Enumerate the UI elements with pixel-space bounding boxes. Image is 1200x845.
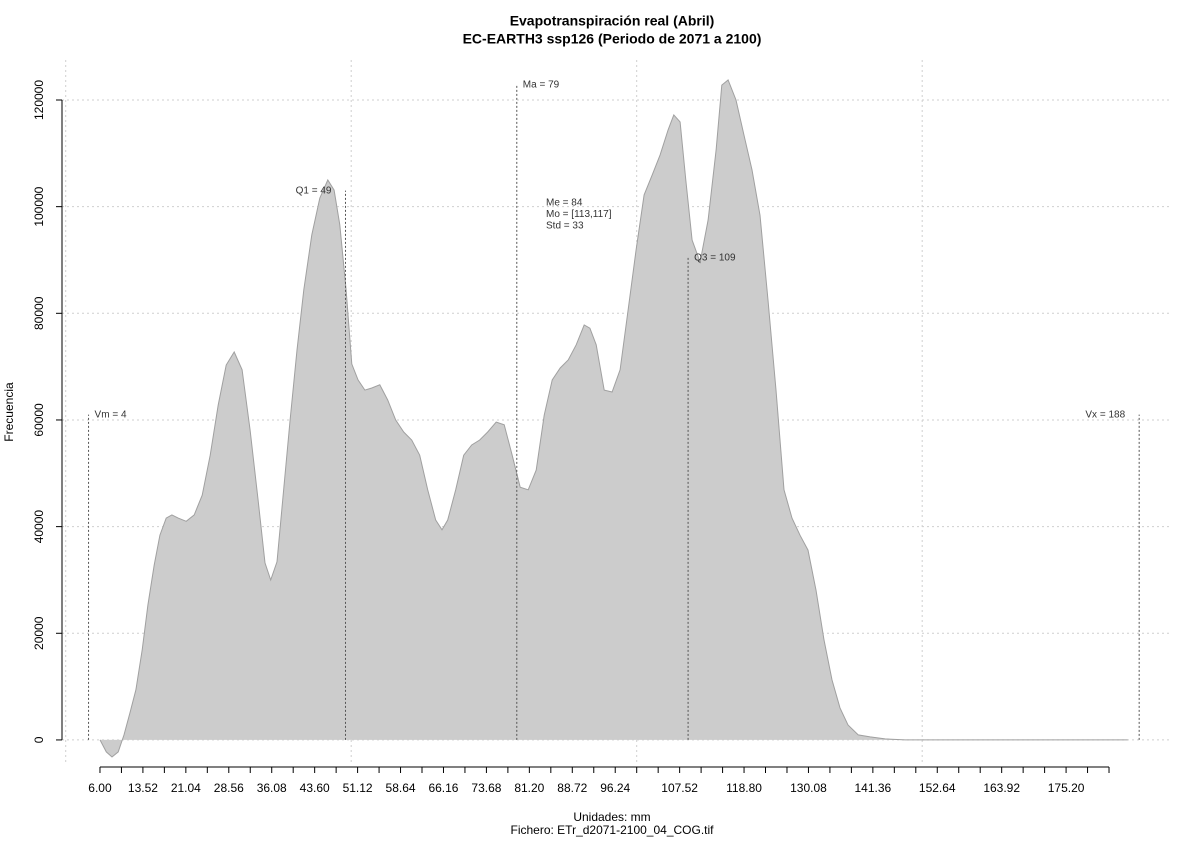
y-tick-label: 20000 xyxy=(32,616,46,650)
x-tick-label: 107.52 xyxy=(661,781,698,795)
x-tick-label: 118.80 xyxy=(726,781,762,795)
x-tick-label: 130.08 xyxy=(790,781,827,795)
marker-label: Q1 = 49 xyxy=(296,185,332,196)
marker-label: Vx = 188 xyxy=(1085,409,1125,420)
chart-subtitle: EC-EARTH3 ssp126 (Periodo de 2071 a 2100… xyxy=(463,31,762,47)
y-tick-label: 100000 xyxy=(32,186,46,226)
x-tick-label: 13.52 xyxy=(128,781,158,795)
x-tick-label: 81.20 xyxy=(514,781,544,795)
x-tick-label: 152.64 xyxy=(919,781,956,795)
x-tick-label: 175.20 xyxy=(1048,781,1085,795)
density-area xyxy=(100,80,1128,757)
x-tick-label: 96.24 xyxy=(600,781,630,795)
x-axis-label: Unidades: mm xyxy=(573,810,650,824)
marker-label: Q3 = 109 xyxy=(694,252,736,263)
x-tick-label: 141.36 xyxy=(855,781,892,795)
marker-label: Vm = 4 xyxy=(95,409,127,420)
marker-label: Ma = 79 xyxy=(523,80,560,91)
x-tick-label: 21.04 xyxy=(171,781,201,795)
y-axis-label: Frecuencia xyxy=(2,382,16,442)
stats-text: Mo = [113,117] xyxy=(546,209,612,220)
y-tick-label: 120000 xyxy=(32,80,46,120)
x-tick-label: 51.12 xyxy=(343,781,373,795)
x-tick-label: 58.64 xyxy=(386,781,416,795)
x-tick-label: 43.60 xyxy=(300,781,330,795)
x-tick-label: 6.00 xyxy=(88,781,112,795)
x-tick-label: 163.92 xyxy=(983,781,1020,795)
y-tick-label: 80000 xyxy=(32,296,46,330)
x-tick-label: 88.72 xyxy=(557,781,587,795)
y-tick-label: 40000 xyxy=(32,510,46,544)
x-tick-label: 36.08 xyxy=(257,781,287,795)
stats-text: Std = 33 xyxy=(546,221,584,232)
stats-text: Me = 84 xyxy=(546,198,583,209)
chart-title: Evapotranspiración real (Abril) xyxy=(510,13,715,29)
y-tick-label: 0 xyxy=(32,736,46,743)
density-line xyxy=(99,79,1128,758)
y-tick-label: 60000 xyxy=(32,403,46,437)
x-tick-label: 28.56 xyxy=(214,781,244,795)
footer: Fichero: ETr_d2071-2100_04_COG.tif xyxy=(511,823,715,837)
x-tick-label: 66.16 xyxy=(428,781,458,795)
x-tick-label: 73.68 xyxy=(471,781,501,795)
